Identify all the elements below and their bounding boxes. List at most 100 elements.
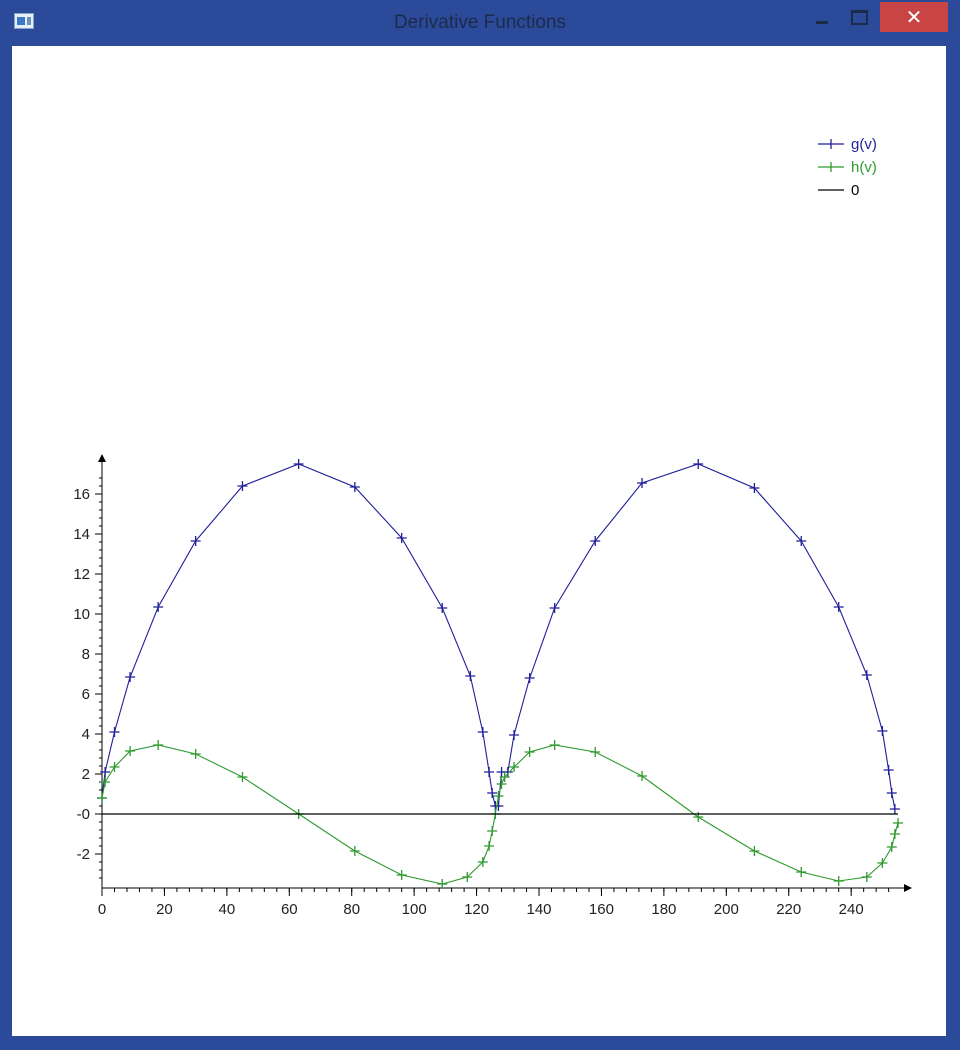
data-point-marker — [499, 772, 510, 782]
data-point-marker — [349, 482, 360, 492]
data-point-marker — [549, 603, 560, 613]
data-point-marker — [487, 826, 498, 836]
x-tick-label: 120 — [464, 901, 489, 918]
data-point-marker — [100, 767, 111, 777]
data-point-marker — [749, 846, 760, 856]
data-point-marker — [493, 791, 504, 801]
x-tick-label: 100 — [402, 901, 427, 918]
data-point-marker — [477, 857, 488, 867]
data-point-marker — [886, 788, 897, 798]
y-tick-label: 10 — [73, 606, 90, 623]
y-axis-arrow — [98, 454, 106, 462]
data-point-marker — [237, 772, 248, 782]
minimize-icon — [816, 20, 828, 24]
y-tick-label: 8 — [82, 646, 90, 663]
legend-label: g(v) — [851, 136, 877, 153]
x-tick-label: 180 — [651, 901, 676, 918]
data-point-marker — [637, 478, 648, 488]
data-point-marker — [889, 829, 900, 839]
legend-label: 0 — [851, 182, 859, 199]
x-tick-label: 40 — [219, 901, 236, 918]
data-point-marker — [462, 872, 473, 882]
data-point-marker — [349, 846, 360, 856]
data-point-marker — [889, 804, 900, 814]
data-point-marker — [590, 747, 601, 757]
data-point-marker — [190, 536, 201, 546]
y-tick-label: -2 — [77, 846, 90, 863]
x-tick-label: 160 — [589, 901, 614, 918]
data-point-marker — [883, 765, 894, 775]
y-tick-label: 14 — [73, 526, 90, 543]
y-tick-label: -0 — [77, 806, 90, 823]
data-point-marker — [477, 727, 488, 737]
y-tick-label: 12 — [73, 566, 90, 583]
data-point-marker — [861, 872, 872, 882]
data-point-marker — [509, 762, 520, 772]
x-tick-label: 200 — [714, 901, 739, 918]
maximize-icon — [850, 9, 868, 25]
data-point-marker — [100, 777, 111, 787]
close-icon: ✕ — [905, 6, 923, 29]
data-point-marker — [796, 536, 807, 546]
data-point-marker — [396, 870, 407, 880]
data-point-marker — [396, 533, 407, 543]
data-point-marker — [877, 858, 888, 868]
x-tick-label: 20 — [156, 901, 173, 918]
data-point-marker — [796, 867, 807, 877]
chart-area: -2 -0 2 4 6 8 10 12 14 16 0 20 40 60 80 100 120 140 160 180… — [12, 46, 946, 1036]
x-tick-label: 240 — [839, 901, 864, 918]
data-point-marker — [590, 536, 601, 546]
close-button[interactable]: ✕ — [880, 2, 948, 32]
data-point-marker — [237, 481, 248, 491]
data-point-marker — [465, 671, 476, 681]
data-point-marker — [524, 747, 535, 757]
app-icon[interactable] — [14, 13, 34, 29]
data-point-marker — [693, 459, 704, 469]
y-tick-label: 6 — [82, 686, 90, 703]
data-point-marker — [125, 746, 136, 756]
y-tick-label: 16 — [73, 486, 90, 503]
data-point-marker — [293, 459, 304, 469]
x-tick-label: 60 — [281, 901, 298, 918]
x-tick-label: 140 — [527, 901, 552, 918]
minimize-button[interactable] — [806, 2, 838, 32]
maximize-button[interactable] — [842, 2, 876, 32]
legend-label: h(v) — [851, 159, 877, 176]
data-point-marker — [877, 726, 888, 736]
data-point-marker — [153, 602, 164, 612]
data-point-marker — [97, 793, 107, 803]
data-point-marker — [637, 771, 648, 781]
data-point-marker — [437, 603, 448, 613]
data-point-marker — [496, 779, 507, 789]
data-point-marker — [833, 876, 844, 886]
data-point-marker — [549, 740, 560, 750]
title-bar[interactable]: Derivative Functions ✕ — [0, 0, 960, 46]
data-point-marker — [861, 670, 872, 680]
y-tick-label: 4 — [82, 726, 90, 743]
data-point-marker — [153, 740, 164, 750]
data-point-marker — [886, 842, 897, 852]
data-point-marker — [484, 841, 495, 851]
data-point-marker — [437, 879, 448, 889]
y-tick-label: 2 — [82, 766, 90, 783]
x-tick-label: 0 — [98, 901, 106, 918]
data-point-marker — [487, 788, 498, 798]
data-point-marker — [109, 727, 120, 737]
data-point-marker — [833, 602, 844, 612]
data-point-marker — [484, 767, 495, 777]
data-point-marker — [893, 818, 903, 828]
x-tick-label: 220 — [776, 901, 801, 918]
x-axis-arrow — [904, 884, 912, 892]
data-point-marker — [493, 801, 504, 811]
data-point-marker — [109, 762, 120, 772]
data-point-marker — [190, 749, 201, 759]
data-point-marker — [509, 730, 520, 740]
x-tick-label: 80 — [343, 901, 360, 918]
data-point-marker — [125, 672, 136, 682]
data-point-marker — [524, 673, 535, 683]
window-title: Derivative Functions — [393, 12, 567, 33]
series-line-gv — [101, 463, 896, 810]
data-point-marker — [749, 483, 760, 493]
